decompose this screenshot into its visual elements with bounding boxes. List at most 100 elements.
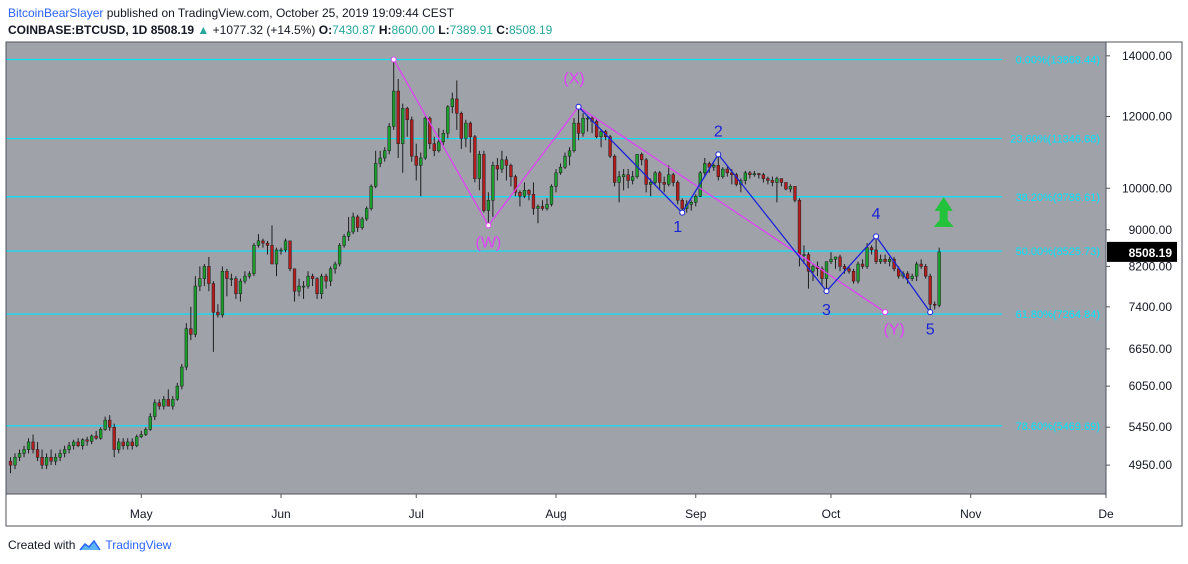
candle-body <box>716 165 720 177</box>
candle-body <box>423 117 427 159</box>
candle <box>351 212 355 235</box>
candle <box>694 194 698 207</box>
candle <box>365 206 369 222</box>
candle <box>829 252 833 265</box>
candle <box>860 259 865 269</box>
candle-body <box>337 245 342 265</box>
candle-body <box>351 216 355 233</box>
candle-body <box>860 263 865 267</box>
price-axis-bg[interactable] <box>1106 42 1182 526</box>
candle-body <box>189 328 193 335</box>
candle-body <box>545 204 549 209</box>
time-tick-label: Aug <box>545 507 566 521</box>
price-chart[interactable]: 0.00%(13868.44) 23.60%(11346.68) 38.20%(97… <box>0 0 1188 530</box>
candle-body <box>495 165 500 170</box>
candle <box>878 254 883 265</box>
candle-body <box>171 399 175 407</box>
wave-lines[interactable] <box>390 56 934 316</box>
last-price-tag: 8508.19 <box>1107 241 1177 262</box>
candle <box>238 278 243 302</box>
candle <box>676 180 680 205</box>
candle <box>414 143 418 181</box>
candle <box>374 150 378 189</box>
low-value: 7389.91 <box>449 23 493 37</box>
candle-body <box>324 275 328 282</box>
wave-label: 3 <box>822 302 831 319</box>
candle-body <box>915 263 919 277</box>
candle-body <box>581 117 585 134</box>
candle-body <box>216 311 220 316</box>
candle-body <box>202 266 207 279</box>
candle-body <box>829 259 833 262</box>
candle <box>44 453 49 470</box>
candle-body <box>820 268 824 279</box>
candle <box>315 277 319 299</box>
candle <box>761 172 766 183</box>
candle <box>743 170 747 185</box>
candle <box>369 184 373 211</box>
price-axis[interactable]: 14000.00 12000.00 10000.00 9000.00 8200.00 74… <box>1106 49 1172 472</box>
candle <box>392 59 396 130</box>
candle-body <box>90 435 94 442</box>
price-tick-label: 4950.00 <box>1129 458 1173 472</box>
candle-body <box>265 242 270 246</box>
candle-body <box>346 231 351 237</box>
candle-body <box>752 173 757 175</box>
time-axis[interactable]: May Jun Jul Aug Sep Oct Nov De <box>130 494 1114 521</box>
candle-body <box>910 275 914 279</box>
candle-body <box>53 457 58 462</box>
candle-body <box>779 178 784 183</box>
candle <box>824 261 829 292</box>
candle <box>337 243 342 267</box>
candle-body <box>707 163 711 168</box>
candle-body <box>62 449 67 454</box>
candle-body <box>342 236 346 246</box>
candle-body <box>396 90 400 144</box>
candle <box>612 154 617 187</box>
candle <box>130 438 134 450</box>
candle-body <box>856 263 860 282</box>
candle-body <box>486 200 491 211</box>
candle-body <box>878 259 883 262</box>
candle <box>297 278 301 297</box>
candle <box>261 238 265 248</box>
wave-wxy-line <box>393 59 886 313</box>
candle-body <box>797 200 802 255</box>
author-link[interactable]: BitcoinBearSlayer <box>8 6 104 20</box>
candle-body <box>676 182 680 201</box>
plot-area[interactable] <box>6 42 1106 494</box>
wave-label: 2 <box>714 124 723 141</box>
candle <box>189 306 193 341</box>
fib-label: 38.20%(9786.61) <box>1016 192 1100 204</box>
tradingview-link[interactable]: TradingView <box>105 538 172 552</box>
price-tick-label: 6650.00 <box>1129 342 1173 356</box>
candle <box>265 240 270 255</box>
candle-body <box>441 133 445 143</box>
candle-body <box>328 268 333 282</box>
candle-body <box>211 283 216 313</box>
candle <box>148 413 152 431</box>
candle-body <box>924 266 928 277</box>
candle <box>211 281 216 352</box>
footer: Created with TradingView <box>8 538 171 552</box>
time-axis-bg[interactable] <box>6 494 1106 526</box>
candle <box>662 176 666 193</box>
candle-body <box>297 285 301 292</box>
candle <box>865 243 869 269</box>
fib-retracement[interactable]: 0.00%(13868.44) 23.60%(11346.68) 38.20%(97… <box>6 55 1100 433</box>
candle-body <box>806 254 811 272</box>
candle-body <box>640 154 644 161</box>
candle-body <box>405 108 409 121</box>
candle-body <box>482 154 486 211</box>
candle-body <box>301 285 306 288</box>
candle-body <box>522 190 527 197</box>
price-tick-label: 7400.00 <box>1129 300 1173 314</box>
candle <box>40 449 44 470</box>
candle <box>748 170 752 179</box>
candle <box>482 150 486 213</box>
candle <box>581 113 585 137</box>
candle <box>252 243 256 277</box>
candle-body <box>198 278 202 287</box>
candle-body <box>721 168 725 177</box>
candle-body <box>162 399 166 407</box>
